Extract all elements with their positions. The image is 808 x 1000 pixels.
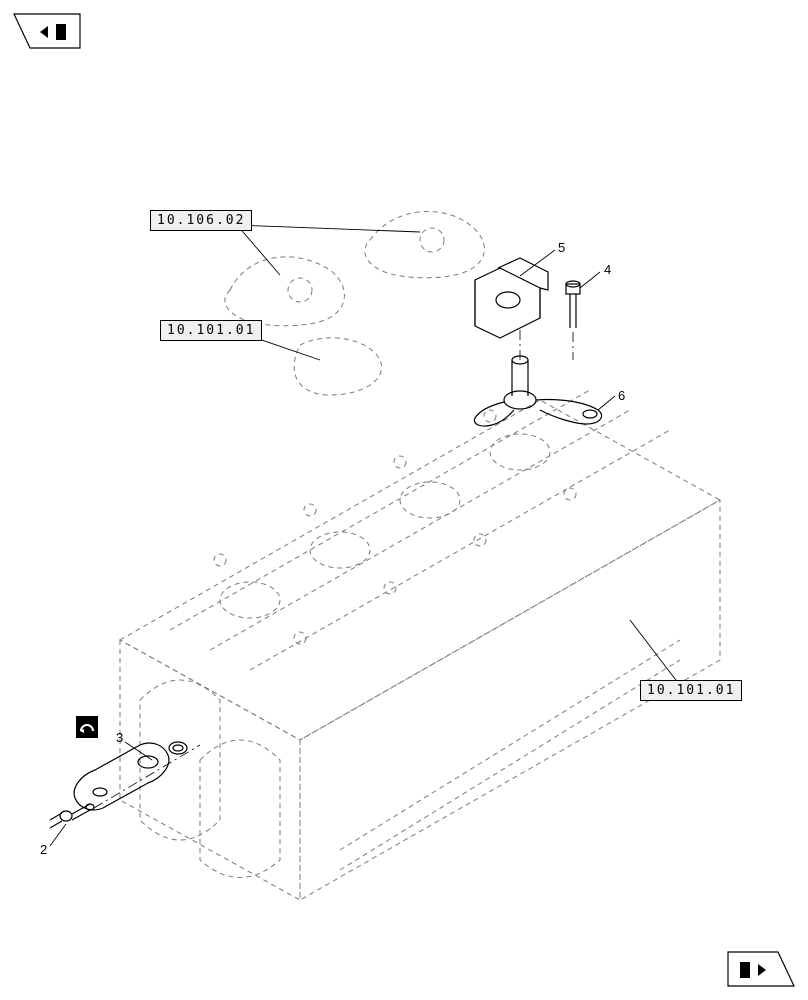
leaders	[50, 225, 682, 846]
locator-phantom	[294, 338, 381, 395]
rocker-arms-phantom	[225, 211, 485, 325]
callout-3: 3	[116, 730, 123, 745]
callout-2: 2	[40, 842, 47, 857]
callout-5: 5	[558, 240, 565, 255]
part-5-bracket	[475, 258, 548, 338]
part-6-support	[474, 356, 601, 426]
ref-box-3[interactable]: 10.101.01	[640, 680, 742, 701]
callout-6: 6	[618, 388, 625, 403]
part-4-bolt	[566, 281, 580, 328]
ref-box-2[interactable]: 10.101.01	[160, 320, 262, 341]
exploded-diagram	[0, 0, 808, 1000]
part-3-flange	[74, 742, 187, 810]
part-2-fitting	[50, 804, 94, 828]
torque-spec-icon[interactable]	[76, 716, 98, 738]
cylinder-head-phantom	[120, 390, 720, 900]
ref-box-1[interactable]: 10.106.02	[150, 210, 252, 231]
callout-4: 4	[604, 262, 611, 277]
